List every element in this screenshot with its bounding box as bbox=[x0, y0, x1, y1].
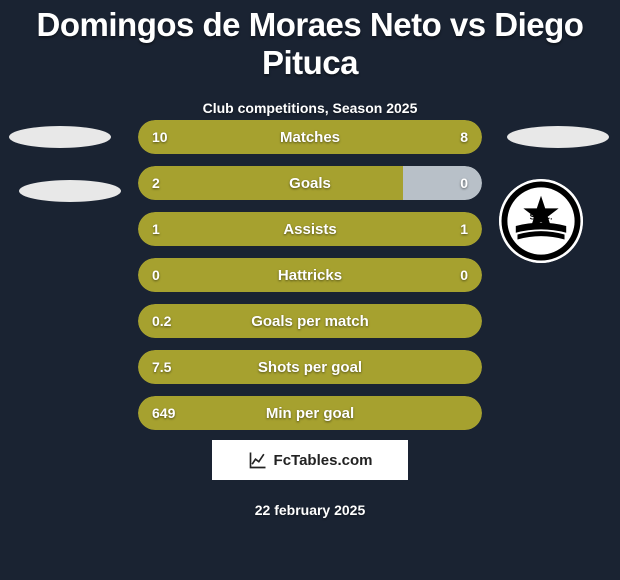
avatar-placeholder-left bbox=[9, 126, 111, 148]
stat-bar-left bbox=[138, 120, 331, 154]
stat-row: 0.2Goals per match bbox=[138, 304, 482, 338]
stat-bar-right bbox=[331, 120, 482, 154]
avatar-placeholder-left bbox=[19, 180, 121, 202]
stat-row: 20Goals bbox=[138, 166, 482, 200]
footer-brand-badge[interactable]: FcTables.com bbox=[212, 440, 408, 480]
stat-bar-right bbox=[310, 212, 482, 246]
stat-bar-left bbox=[138, 212, 310, 246]
stat-bar-left bbox=[138, 166, 403, 200]
stat-bar-right bbox=[403, 166, 482, 200]
avatar-placeholder-right bbox=[507, 126, 609, 148]
stat-row: 11Assists bbox=[138, 212, 482, 246]
stat-row: 649Min per goal bbox=[138, 396, 482, 430]
club-logo-right: S.F.C. bbox=[499, 179, 583, 263]
subtitle: Club competitions, Season 2025 bbox=[0, 100, 620, 116]
stat-bar bbox=[138, 304, 482, 338]
footer-brand-text: FcTables.com bbox=[274, 452, 373, 469]
stat-row: 108Matches bbox=[138, 120, 482, 154]
stats-area: 108Matches 20Goals 11Assists 00Hattricks 0.2… bbox=[138, 120, 482, 442]
stat-row: 00Hattricks bbox=[138, 258, 482, 292]
page-title: Domingos de Moraes Neto vs Diego Pituca bbox=[0, 0, 620, 82]
stat-row: 7.5Shots per goal bbox=[138, 350, 482, 384]
chart-icon bbox=[248, 450, 268, 470]
stat-bar bbox=[138, 396, 482, 430]
stat-bar bbox=[138, 258, 482, 292]
stat-bar bbox=[138, 350, 482, 384]
date-text: 22 february 2025 bbox=[0, 502, 620, 518]
svg-text:S.F.C.: S.F.C. bbox=[530, 211, 553, 221]
